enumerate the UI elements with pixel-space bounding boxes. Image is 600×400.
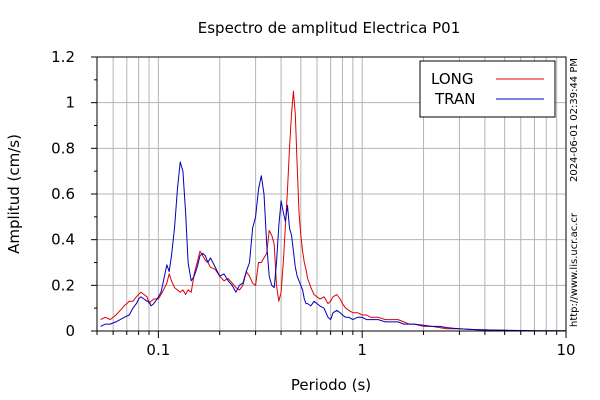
x-tick-label: 0.1 xyxy=(146,341,170,359)
x-tick-label: 1 xyxy=(357,341,367,359)
y-tick-label: 1 xyxy=(65,94,75,112)
series-line-long xyxy=(100,90,566,332)
series-line-tran xyxy=(100,161,566,332)
y-tick-label: 0.8 xyxy=(51,139,75,157)
chart-title: Espectro de amplitud Electrica P01 xyxy=(198,19,461,37)
legend: LONG TRAN xyxy=(419,60,556,118)
x-axis-label: Periodo (s) xyxy=(291,376,371,394)
legend-label-tran: TRAN xyxy=(434,90,475,108)
timestamp-label: 2024-06-01 02:39:44 PM xyxy=(569,58,580,182)
y-tick-label: 1.2 xyxy=(51,48,75,66)
y-tick-label: 0 xyxy=(65,322,75,340)
ticks: 0 0.2 0.4 0.6 0.8 1 1.2 0.1 1 10 xyxy=(51,48,575,359)
x-tick-label: 10 xyxy=(556,341,575,359)
legend-label-long: LONG xyxy=(431,70,473,88)
legend-box xyxy=(419,60,556,118)
y-tick-label: 0.6 xyxy=(51,185,75,203)
y-axis-label: Amplitud (cm/s) xyxy=(5,134,23,254)
url-label: http://www.lis.ucr.ac.cr xyxy=(569,212,580,327)
series-group xyxy=(100,90,566,332)
y-tick-label: 0.2 xyxy=(51,276,75,294)
y-tick-label: 0.4 xyxy=(51,231,75,249)
